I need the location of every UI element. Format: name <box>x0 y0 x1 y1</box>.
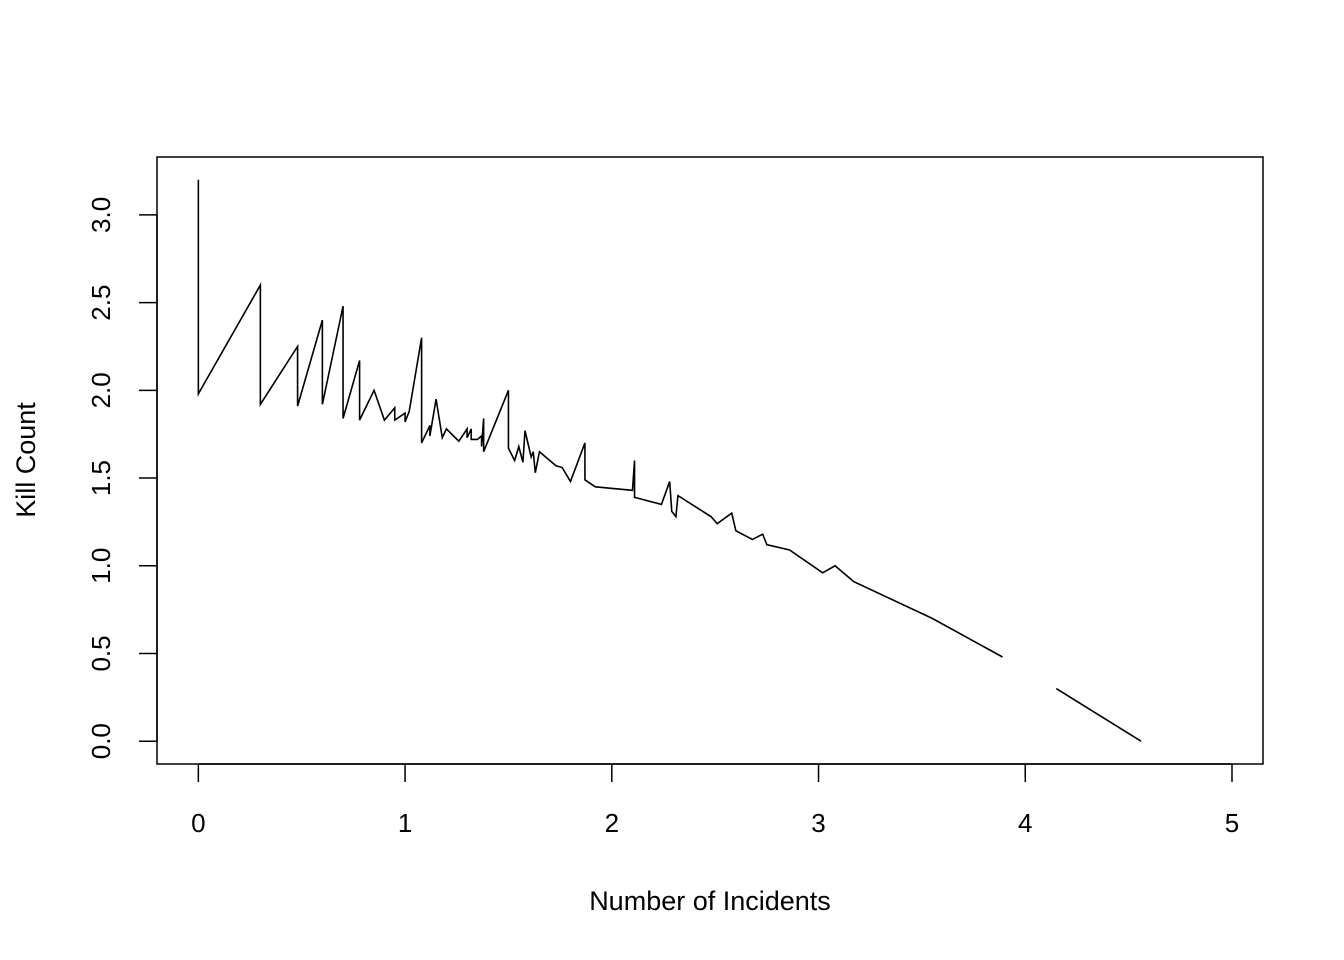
y-tick-label: 1.0 <box>86 548 116 584</box>
y-tick-label: 3.0 <box>86 197 116 233</box>
y-tick-label: 2.5 <box>86 285 116 321</box>
x-axis-label: Number of Incidents <box>589 886 831 916</box>
series-line-segment <box>197 179 1003 658</box>
x-tick-label: 1 <box>398 808 412 838</box>
y-tick-label: 2.0 <box>86 372 116 408</box>
y-axis-label: Kill Count <box>11 402 41 518</box>
y-tick-label: 0.5 <box>86 635 116 671</box>
y-axis: 0.0 0.5 1.0 1.5 2.0 2.5 3.0 <box>86 197 158 759</box>
y-tick-label: 1.5 <box>86 460 116 496</box>
x-tick-label: 4 <box>1018 808 1032 838</box>
series-layer <box>197 179 1142 742</box>
x-tick-label: 2 <box>605 808 619 838</box>
plot-frame <box>156 156 1264 765</box>
x-axis: 0 1 2 3 4 5 <box>191 763 1239 838</box>
x-tick-label: 0 <box>191 808 205 838</box>
y-tick-label: 0.0 <box>86 723 116 759</box>
x-tick-label: 3 <box>811 808 825 838</box>
x-tick-label: 5 <box>1225 808 1239 838</box>
series-line-segment <box>1055 687 1142 742</box>
